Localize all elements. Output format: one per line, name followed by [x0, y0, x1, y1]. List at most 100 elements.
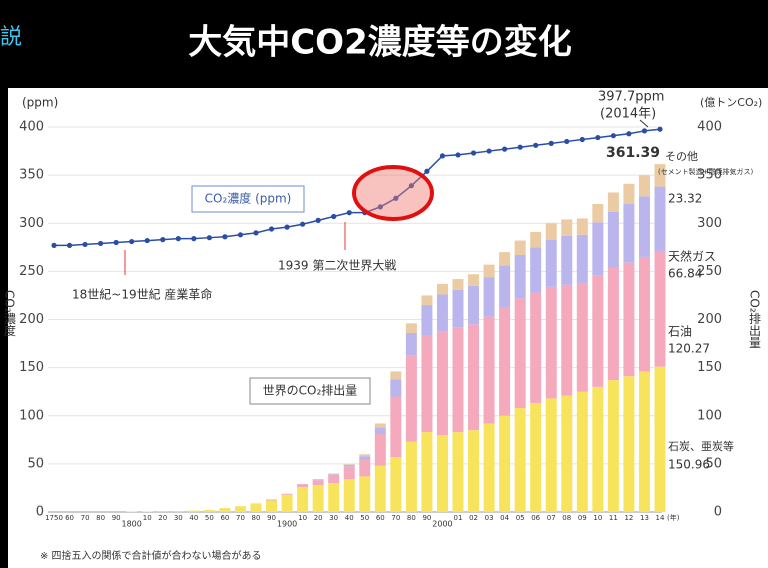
bar-segment [405, 323, 417, 333]
highlight-circle [352, 165, 434, 221]
bar-segment [328, 475, 340, 484]
x-tick-label: 10 [143, 514, 152, 522]
x-tick-label: 20 [314, 514, 323, 522]
bar-segment [592, 275, 604, 387]
x-tick-label: 06 [531, 514, 540, 522]
bar-segment [343, 464, 355, 467]
bar-segment [530, 403, 542, 512]
y-tick-label: 150 [19, 360, 44, 375]
point [66, 242, 73, 248]
x-tick-label: 80 [252, 514, 261, 522]
bar-segment [328, 483, 340, 512]
bar-segment [405, 355, 417, 442]
value-label: 23.32 [668, 192, 702, 206]
bar-segment [343, 479, 355, 512]
bar-segment [545, 398, 557, 512]
bar-segment [499, 252, 511, 266]
annotation: 世界のCO₂排出量 [263, 384, 358, 398]
y2-tick-label: 400 [697, 120, 722, 135]
bar-segment [374, 434, 386, 466]
bar-segment [530, 247, 542, 293]
annotation: 397.7ppm [598, 90, 664, 105]
bar-segment [452, 432, 464, 512]
point [237, 232, 244, 238]
x-tick-label: 04 [500, 514, 509, 522]
x-tick-label: 2000 [432, 520, 452, 529]
point [82, 241, 88, 248]
x-tick-label: 50 [205, 514, 214, 522]
bar-segment [343, 466, 355, 480]
bar-segment [576, 391, 588, 512]
bar-segment [359, 454, 371, 457]
point [222, 234, 228, 240]
bar-segment [545, 286, 557, 399]
bar-segment [219, 508, 231, 512]
plot: 0501001502002503003504000501001502002503… [19, 120, 722, 529]
bar-segment [654, 366, 666, 512]
bar-segment [499, 415, 511, 512]
bar-segment [405, 332, 417, 356]
x-tick-label: 90 [112, 514, 121, 522]
bar-segment [421, 295, 433, 306]
x-tick-label: 10 [298, 514, 307, 522]
point [113, 239, 119, 246]
bar-segment [297, 484, 309, 487]
bar-segment [514, 255, 526, 299]
y-unit: (ppm) [22, 96, 58, 110]
bar-segment [576, 218, 588, 235]
x-tick-label: 80 [407, 514, 416, 522]
bar-segment [359, 476, 371, 512]
bar-segment [421, 432, 433, 512]
bar-segment [530, 292, 542, 404]
bar-segment [157, 511, 169, 512]
x-tick-label: 09 [578, 514, 587, 522]
bar-segment [234, 506, 246, 512]
bar-segment [452, 289, 464, 328]
x-tick-label: 07 [547, 514, 556, 522]
y2-tick-label: 250 [697, 264, 722, 279]
point [470, 150, 477, 156]
bar-segment [452, 279, 464, 290]
point [284, 224, 290, 230]
y-tick-label: 0 [36, 505, 44, 520]
x-tick-label: 02 [469, 514, 478, 522]
point [268, 226, 275, 232]
bar-segment [654, 164, 666, 187]
bar-segment [483, 316, 495, 424]
point [486, 148, 492, 154]
bar-segment [561, 235, 573, 285]
x-tick-label: 30 [329, 514, 338, 522]
bar-segment [561, 395, 573, 512]
bar-segment [592, 386, 604, 512]
x-tick-label: 1800 [122, 520, 142, 529]
bar-segment [576, 234, 588, 283]
x-tick-label: 60 [220, 514, 229, 522]
legend-label: その他 [665, 150, 698, 163]
y-label: CO₂濃度 [3, 290, 17, 337]
x-tick-label: 14 [656, 514, 665, 522]
legend-label: 石油 [668, 325, 692, 339]
x-tick-label: 1900 [277, 520, 297, 529]
annotation: 1939 第二次世界大戦 [278, 259, 396, 273]
legend-label: 石炭、亜炭等 [668, 439, 734, 453]
bar-segment [281, 493, 293, 495]
x-tick-label: 05 [516, 514, 525, 522]
legend-line: CO₂濃度 (ppm) [205, 191, 292, 206]
y-tick-label: 50 [27, 456, 44, 471]
bar-segment [312, 479, 324, 481]
point [408, 183, 414, 189]
x-tick-label: 10 [593, 514, 602, 522]
bar-segment [561, 219, 573, 236]
bar-segment [374, 427, 386, 435]
x-tick-label: 12 [624, 514, 633, 522]
point [191, 236, 197, 242]
x-tick-label: 70 [236, 514, 245, 522]
bar-segment [514, 298, 526, 409]
bar-segment [266, 500, 278, 512]
x-tick-label: 60 [376, 514, 385, 522]
annotation: (セメント製造+燃焼排気ガス) [658, 167, 753, 176]
point [175, 236, 181, 242]
bar-segment [405, 441, 417, 512]
point [129, 238, 135, 245]
bar-segment [436, 331, 448, 435]
